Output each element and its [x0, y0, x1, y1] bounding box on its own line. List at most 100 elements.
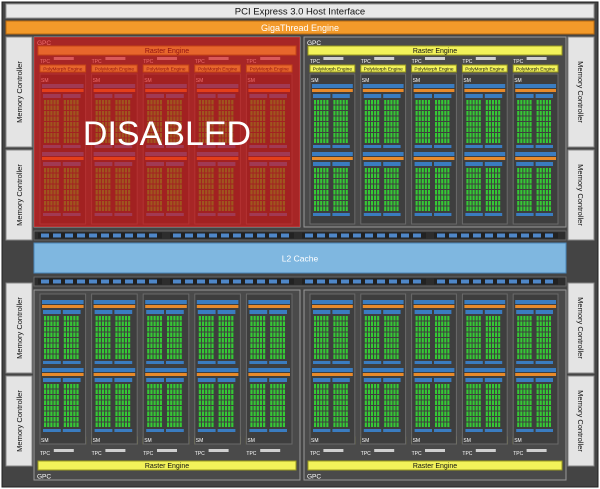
memory-controller-label: Memory Controller	[15, 297, 24, 359]
cuda-core	[539, 138, 542, 143]
cuda-core	[367, 116, 370, 121]
cuda-core	[279, 422, 282, 427]
cuda-core	[517, 179, 520, 184]
sm-instruction-cache	[464, 152, 506, 156]
sm-register-file	[516, 310, 534, 314]
cuda-core	[150, 389, 153, 394]
cuda-core	[435, 321, 438, 326]
cuda-core	[167, 338, 170, 343]
cuda-core	[393, 168, 396, 173]
cuda-core	[542, 190, 545, 195]
cuda-core	[478, 173, 481, 178]
cuda-core	[253, 422, 256, 427]
cuda-core	[336, 400, 339, 405]
cuda-core	[276, 395, 279, 400]
crossbar-port	[485, 233, 493, 238]
cuda-core	[256, 422, 259, 427]
sm-instruction-cache	[248, 300, 290, 304]
cuda-core	[118, 354, 121, 359]
crossbar-port	[281, 279, 289, 284]
cuda-core	[156, 332, 159, 337]
cuda-core	[105, 395, 108, 400]
cuda-core	[396, 111, 399, 116]
cuda-core	[263, 349, 266, 354]
cuda-core	[415, 395, 418, 400]
sm-register-file	[434, 162, 452, 166]
sm-register-file	[434, 378, 452, 382]
cuda-core	[176, 400, 179, 405]
cuda-core	[333, 179, 336, 184]
cuda-core	[387, 127, 390, 132]
cuda-core	[478, 338, 481, 343]
cuda-core	[396, 395, 399, 400]
cuda-core	[47, 389, 50, 394]
cuda-core	[279, 327, 282, 332]
cuda-core	[415, 349, 418, 354]
cuda-core	[198, 400, 201, 405]
cuda-core	[545, 179, 548, 184]
cuda-core	[520, 321, 523, 326]
cuda-core	[498, 395, 501, 400]
cuda-core	[475, 316, 478, 321]
sm-label: SM	[196, 438, 204, 444]
cuda-core	[128, 417, 131, 422]
cuda-core	[179, 321, 182, 326]
cuda-core	[98, 422, 101, 427]
cuda-core	[95, 343, 98, 348]
cuda-core	[63, 422, 66, 427]
cuda-core	[50, 316, 53, 321]
cuda-core	[339, 201, 342, 206]
sm-instruction-cache	[413, 84, 455, 88]
cuda-core	[415, 195, 418, 200]
cuda-core	[153, 411, 156, 416]
cuda-core	[478, 417, 481, 422]
sm-scheduler-bar	[362, 305, 404, 308]
cuda-core	[539, 349, 542, 354]
cuda-core	[424, 395, 427, 400]
cuda-core	[472, 332, 475, 337]
cuda-core	[333, 406, 336, 411]
cuda-core	[314, 179, 317, 184]
cuda-core	[333, 349, 336, 354]
cuda-core	[259, 316, 263, 321]
cuda-core	[273, 321, 276, 326]
cuda-core	[447, 384, 450, 389]
cuda-core	[367, 384, 370, 389]
cuda-core	[336, 354, 339, 359]
cuda-core	[333, 105, 336, 110]
cuda-core	[387, 327, 390, 332]
cuda-core	[317, 105, 320, 110]
cuda-core	[326, 195, 329, 200]
sm-load-store-bar	[249, 361, 268, 364]
cuda-core	[466, 116, 469, 121]
cuda-core	[336, 384, 339, 389]
cuda-core	[498, 105, 501, 110]
cuda-core	[542, 422, 545, 427]
cuda-core	[384, 343, 387, 348]
cuda-core	[317, 190, 320, 195]
cuda-core	[153, 338, 156, 343]
cuda-core	[427, 111, 430, 116]
crossbar-port	[113, 279, 121, 284]
cuda-core	[441, 327, 444, 332]
cuda-core	[475, 417, 478, 422]
cuda-core	[421, 349, 424, 354]
cuda-core	[108, 417, 111, 422]
cuda-core	[523, 332, 526, 337]
sm-instruction-cache	[515, 152, 556, 156]
cuda-core	[469, 417, 472, 422]
cuda-core	[53, 349, 56, 354]
cuda-core	[221, 406, 224, 411]
cuda-core	[115, 316, 118, 321]
cuda-core	[323, 105, 326, 110]
cuda-core	[263, 422, 266, 427]
cuda-core	[66, 321, 70, 326]
cuda-core	[339, 417, 342, 422]
sm-register-file	[363, 378, 382, 382]
cuda-core	[364, 422, 367, 427]
crossbar-port	[185, 279, 193, 284]
cuda-core	[435, 411, 438, 416]
cuda-core	[539, 184, 542, 189]
cuda-core	[390, 411, 393, 416]
cuda-core	[263, 384, 266, 389]
